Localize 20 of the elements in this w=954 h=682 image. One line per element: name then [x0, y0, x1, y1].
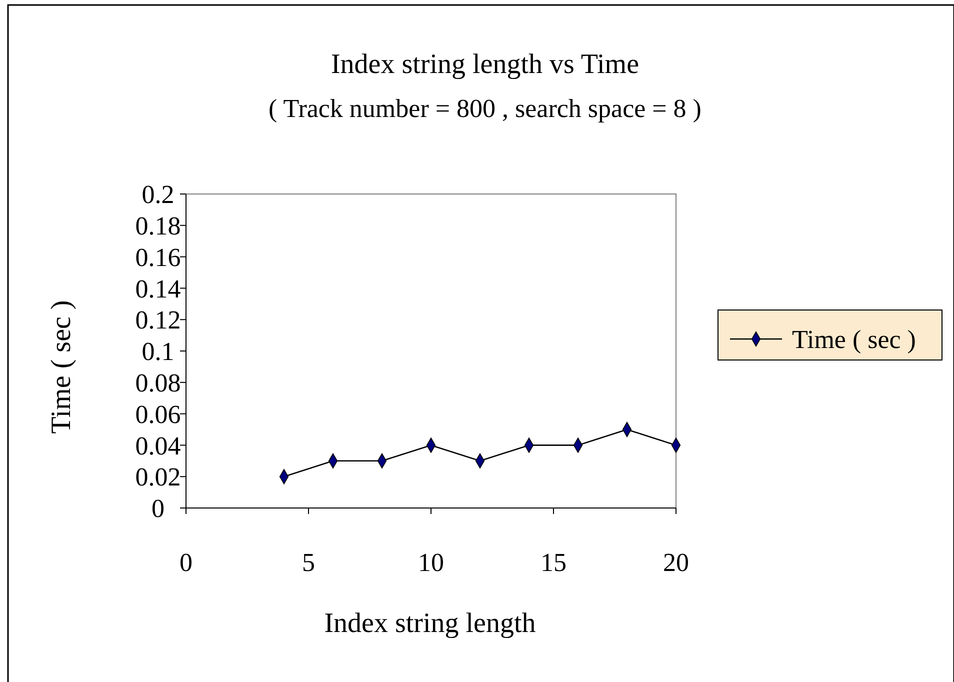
y-tick-label: 0.14 [135, 274, 181, 304]
chart-title: Index string length vs Time [330, 49, 640, 80]
x-tick-label: 5 [302, 548, 315, 577]
y-tick-label: 0.08 [135, 368, 181, 398]
y-tick-label: 0.06 [135, 400, 181, 429]
y-tick-label: 0.04 [135, 431, 181, 460]
x-tick-label: 15 [540, 548, 566, 577]
y-axis-title: Time ( sec ) [46, 300, 77, 434]
chart-subtitle: ( Track number = 800 , search space = 8 ) [268, 94, 702, 123]
y-tick-label: 0 [152, 494, 164, 524]
y-tick-label: 0.12 [135, 306, 181, 335]
y-tick-label: 0.1 [142, 337, 174, 366]
y-tick-label: 0.2 [142, 180, 174, 210]
y-tick-label: 0.16 [135, 242, 181, 272]
legend-label: Time ( sec ) [792, 325, 916, 354]
x-axis-title: Index string length [324, 608, 536, 639]
x-tick-label: 10 [418, 548, 444, 577]
y-tick-label: 0.18 [135, 212, 181, 240]
x-tick-label: 20 [663, 548, 689, 577]
y-tick-label: 0.02 [135, 462, 181, 492]
